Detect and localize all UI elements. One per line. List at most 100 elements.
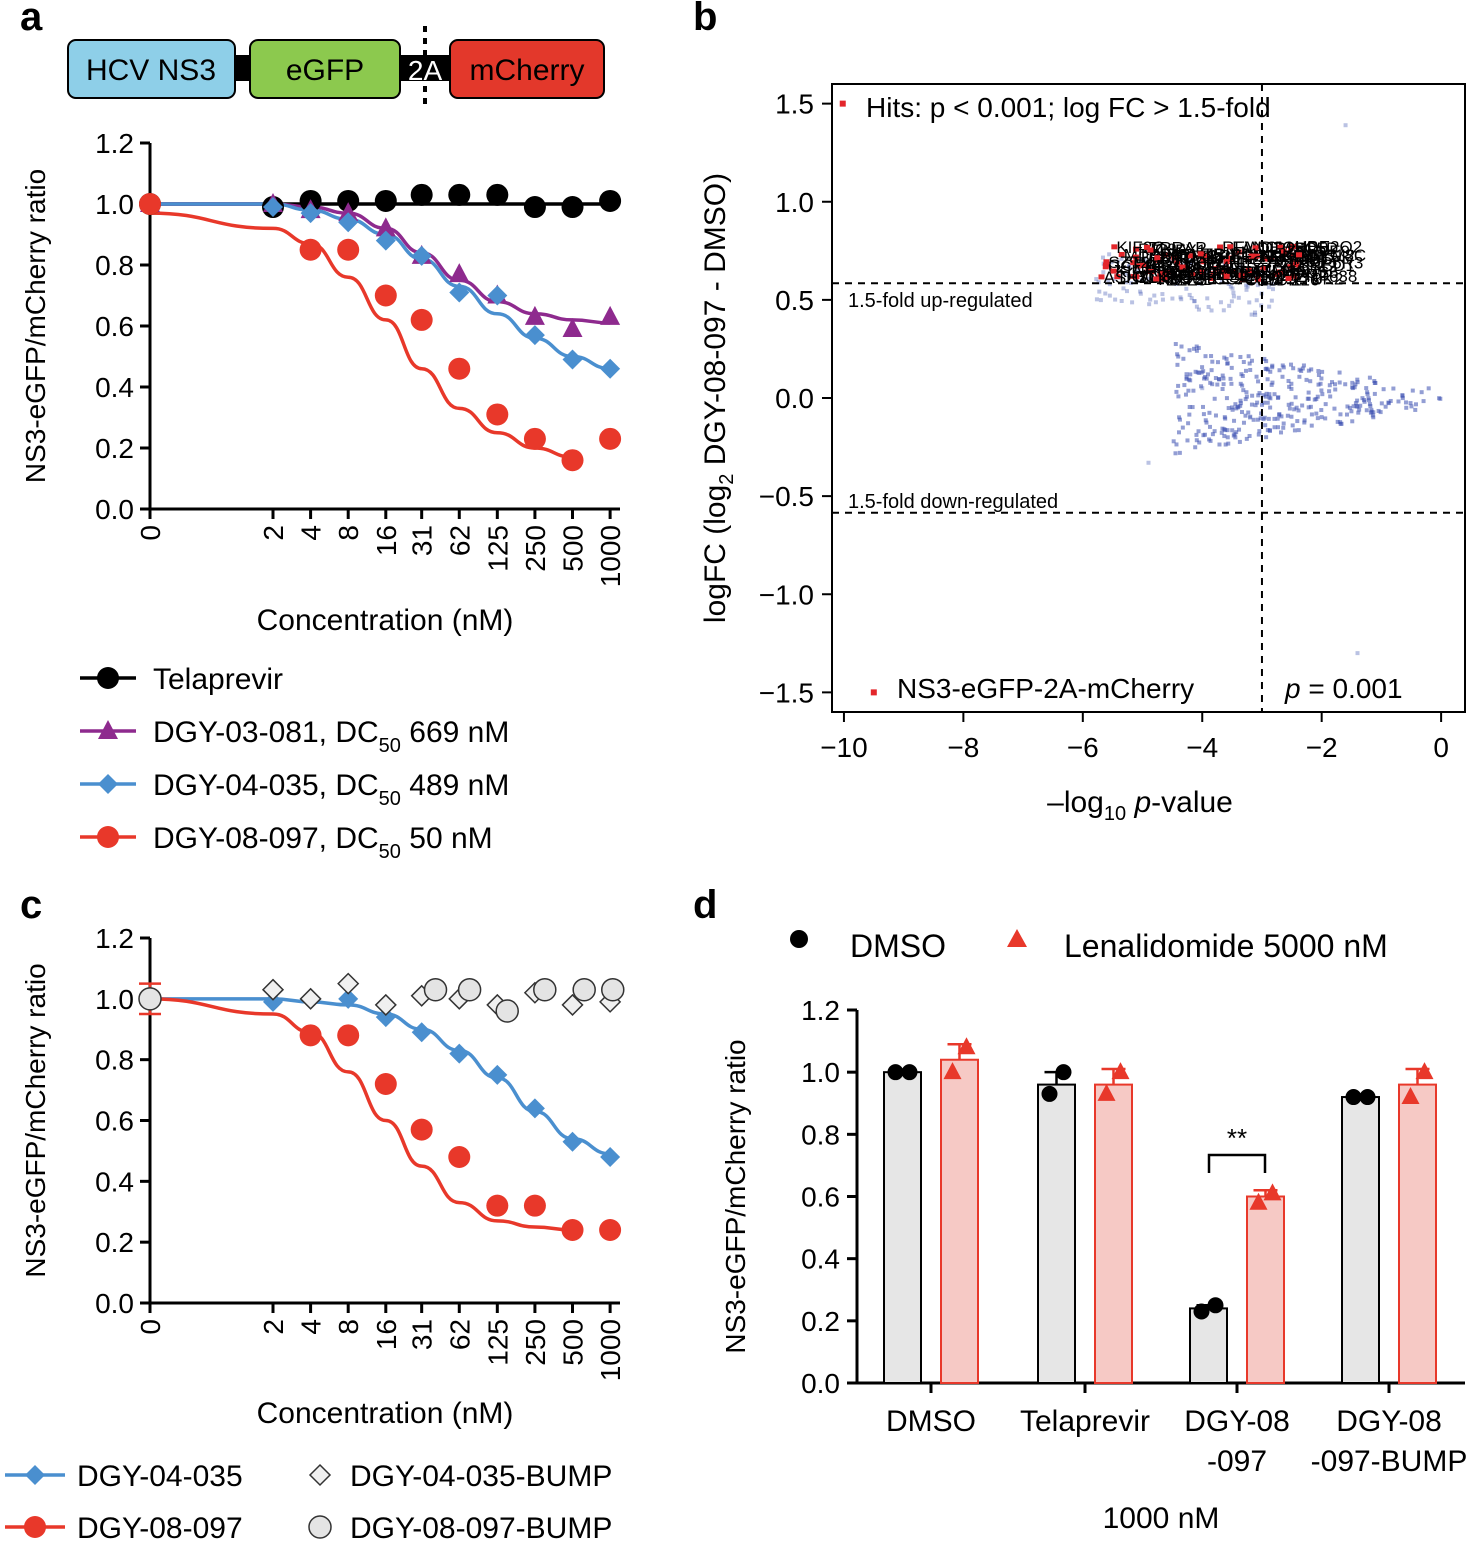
background-point: [1217, 442, 1222, 447]
background-point: [1309, 412, 1314, 417]
background-point: [1179, 297, 1184, 302]
background-point: [1188, 378, 1193, 383]
background-point: [1270, 380, 1275, 385]
background-point: [1308, 404, 1313, 409]
background-point: [1261, 400, 1266, 405]
data-point: [449, 282, 470, 303]
data-point: [533, 977, 557, 1002]
background-point: [1316, 382, 1321, 387]
background-point: [1230, 428, 1235, 433]
y-tick-label: −0.5: [759, 481, 814, 512]
background-point: [1101, 270, 1106, 275]
background-point: [1367, 375, 1372, 380]
background-point: [1293, 395, 1298, 400]
data-point: [138, 987, 162, 1011]
background-point: [1201, 412, 1206, 417]
y-tick-label: 1.0: [775, 187, 814, 218]
background-point: [1266, 269, 1271, 274]
x-tick-label-line: -097-BUMP: [1311, 1445, 1468, 1478]
hit-point: [1235, 249, 1242, 255]
background-point: [1184, 372, 1189, 377]
x-tick-label-line: Telaprevir: [1020, 1405, 1150, 1438]
hit-point: [1098, 274, 1105, 280]
hit-label: GAN: [1285, 245, 1322, 264]
hit-label: ASH1L: [1104, 268, 1158, 287]
background-point: [1251, 417, 1256, 422]
data-point: [601, 977, 625, 1002]
background-point: [1391, 386, 1396, 391]
background-point: [1350, 419, 1355, 424]
background-point: [1175, 279, 1180, 284]
hit-point: [1145, 266, 1152, 272]
background-point: [1226, 406, 1231, 411]
hit-label: USP34: [1108, 258, 1162, 277]
background-point: [1265, 274, 1270, 279]
background-point: [1167, 265, 1172, 270]
background-point: [1300, 403, 1305, 408]
x-tick-label: 500: [558, 1319, 589, 1366]
bar: [1094, 1083, 1133, 1384]
background-point: [1297, 374, 1302, 379]
hit-point: [1295, 252, 1302, 258]
background-point: [1147, 302, 1152, 307]
background-point: [1333, 387, 1338, 392]
data-point: [524, 1098, 545, 1119]
background-point: [1223, 263, 1228, 268]
background-point: [1187, 260, 1192, 265]
background-point: [1115, 259, 1120, 264]
background-point: [1328, 394, 1333, 399]
x-tick-label: 2: [258, 525, 289, 541]
background-point: [1316, 369, 1321, 374]
hit-point: [1153, 276, 1160, 282]
background-point: [1237, 439, 1242, 444]
background-point: [1253, 270, 1258, 275]
background-point: [1279, 430, 1284, 435]
background-point: [1270, 282, 1275, 287]
background-point: [1369, 407, 1374, 412]
background-point: [1210, 382, 1215, 387]
data-point: [299, 987, 322, 1010]
x-tick-label: 31: [407, 1319, 438, 1350]
y-tick-label: 1.2: [95, 923, 134, 954]
background-point: [1277, 368, 1282, 373]
data-point: [495, 999, 519, 1023]
background-point: [1181, 356, 1186, 361]
background-point: [1207, 410, 1212, 415]
background-point: [1225, 435, 1230, 440]
hit-label: SETD2: [1229, 267, 1284, 286]
data-point: [374, 993, 397, 1016]
legend-marker: [308, 1515, 332, 1539]
hit-point: [1208, 275, 1215, 281]
background-point: [1228, 284, 1233, 289]
hit-point: [1223, 259, 1230, 265]
bar: [1189, 1307, 1228, 1385]
background-point: [1209, 354, 1214, 359]
hit-label: KMT2D: [1158, 270, 1216, 289]
data-point: [299, 1024, 322, 1047]
background-point: [1113, 297, 1118, 302]
hit-point: [1186, 253, 1193, 259]
target-point: [870, 689, 877, 696]
background-point: [1353, 382, 1358, 387]
hit-label: SZT2: [1108, 253, 1150, 272]
x-tick-label: 31: [407, 525, 438, 556]
background-point: [1133, 270, 1138, 275]
up-regulated-label: 1.5-fold up-regulated: [848, 290, 1033, 312]
background-point: [1319, 408, 1324, 413]
data-point: [487, 1064, 508, 1085]
data-point: [599, 189, 622, 212]
background-point: [1100, 255, 1105, 260]
background-point: [1404, 405, 1409, 410]
background-point: [1367, 402, 1372, 407]
significance-bracket: [1207, 1153, 1267, 1173]
legend-marker: [98, 774, 118, 794]
background-point: [1194, 304, 1199, 309]
background-point: [1231, 294, 1236, 299]
background-point: [1236, 295, 1241, 300]
background-point: [1357, 407, 1362, 412]
y-tick-label: 0.4: [95, 1166, 134, 1197]
y-title-subscript: 2: [716, 474, 738, 485]
data-point: [561, 196, 584, 219]
legend-marker: [308, 1463, 332, 1487]
legend-label: Lenalidomide 5000 nM: [1064, 928, 1388, 964]
